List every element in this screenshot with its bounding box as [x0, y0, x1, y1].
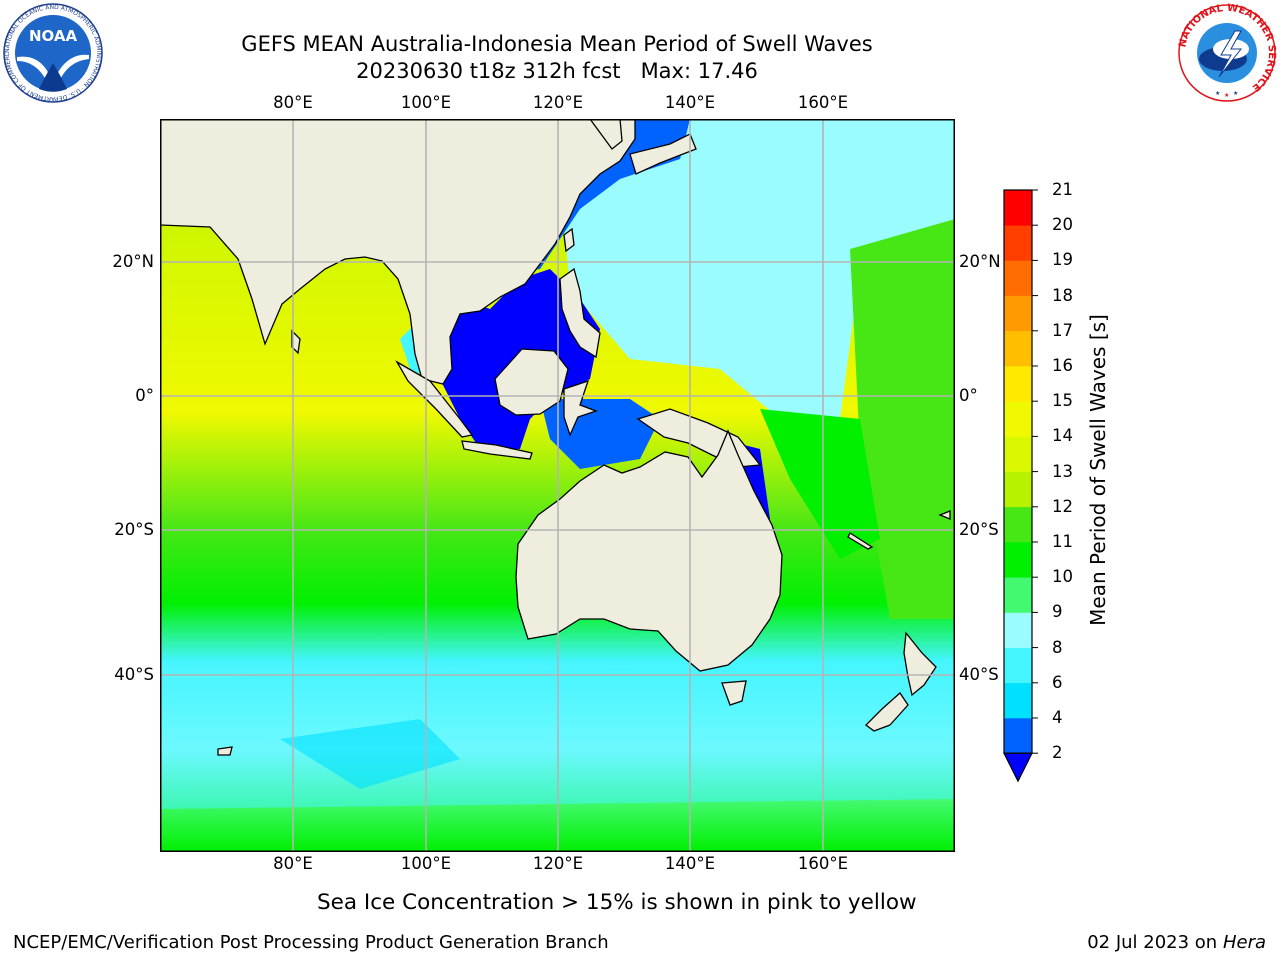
colorbar-segment [1004, 542, 1032, 578]
lat-label-left: 20°S [114, 520, 154, 539]
philippines [559, 267, 601, 359]
lon-label-top: 160°E [797, 93, 849, 112]
map-frame [160, 119, 955, 852]
lat-label-left: 0° [135, 386, 154, 405]
australia [515, 429, 783, 672]
fiji [938, 510, 951, 520]
lat-label-right: 40°S [959, 665, 999, 684]
lon-label-top: 140°E [664, 93, 716, 112]
colorbar-tick-label: 21 [1052, 180, 1073, 199]
colorbar-tick-label: 17 [1052, 320, 1073, 340]
borneo [494, 348, 569, 416]
sumatra [395, 360, 474, 438]
colorbar-tick-label: 13 [1052, 461, 1073, 481]
lon-label-bottom: 140°E [664, 854, 716, 873]
lat-label-right: 20°S [959, 520, 999, 539]
colorbar-tick-label: 16 [1052, 356, 1073, 375]
colorbar-tick-label: 12 [1052, 496, 1073, 516]
colorbar-segment [1004, 366, 1032, 402]
noaa-logo: NATIONAL OCEANIC AND ATMOSPHERIC ADMINIS… [3, 3, 103, 103]
nws-logo: NATIONAL WEATHER SERVICE ★ ★ ★ [1177, 3, 1277, 103]
lon-label-bottom: 160°E [797, 854, 849, 873]
colorbar-segment [1004, 506, 1032, 543]
footer-host: Hera [1222, 932, 1266, 953]
lon-label-top: 80°E [273, 93, 313, 112]
asia-mainland [160, 119, 636, 385]
footer-date-text: 02 Jul 2023 on [1087, 932, 1223, 953]
lon-label-top: 120°E [532, 93, 584, 112]
colorbar-tick-label: 14 [1052, 426, 1073, 446]
colorbar-segment [1004, 225, 1032, 261]
colorbar-tick-label: 8 [1052, 637, 1063, 657]
new-zealand-north [903, 631, 937, 697]
sulawesi [563, 379, 598, 437]
colorbar-tick-label: 4 [1052, 708, 1063, 727]
colorbar-segment [1004, 260, 1032, 296]
java [461, 440, 533, 460]
lat-label-left: 20°N [112, 252, 154, 271]
tasmania [721, 680, 747, 706]
colorbar-segment [1004, 401, 1032, 437]
colorbar-tick-label: 18 [1052, 285, 1073, 305]
colorbar-segment [1004, 612, 1032, 648]
lon-label-bottom: 80°E [273, 854, 313, 873]
new-zealand-south [865, 692, 909, 732]
colorbar [1000, 185, 1040, 785]
colorbar-segment [1004, 471, 1032, 508]
lat-label-left: 40°S [114, 665, 154, 684]
lon-label-bottom: 100°E [400, 854, 452, 873]
colorbar-tick-label: 15 [1052, 391, 1073, 411]
taiwan [563, 227, 575, 253]
footer-date: 02 Jul 2023 on Hera [1087, 932, 1266, 953]
colorbar-segment [1004, 718, 1032, 754]
swell-period-map [160, 119, 955, 852]
colorbar-segment [1004, 330, 1032, 367]
colorbar-tick-label: 2 [1052, 743, 1063, 763]
lon-label-bottom: 120°E [532, 854, 584, 873]
land-masses [160, 119, 951, 756]
lat-label-right: 20°N [959, 252, 1001, 271]
colorbar-tick-label: 11 [1052, 532, 1073, 551]
sea-ice-note: Sea Ice Concentration > 15% is shown in … [317, 890, 917, 915]
colorbar-segment [1004, 647, 1032, 684]
colorbar-segment [1004, 295, 1032, 332]
colorbar-segment [1004, 190, 1032, 226]
svg-text:★: ★ [1233, 90, 1238, 97]
colorbar-tick-label: 19 [1052, 250, 1073, 270]
svg-text:★: ★ [1224, 92, 1229, 99]
lat-label-right: 0° [959, 386, 978, 405]
colorbar-segment [1004, 682, 1032, 719]
graticule [160, 119, 955, 852]
colorbar-tick-label: 6 [1052, 672, 1063, 692]
japan-south [629, 133, 697, 175]
lon-label-top: 100°E [400, 93, 452, 112]
map-title: GEFS MEAN Australia-Indonesia Mean Perio… [241, 32, 873, 56]
colorbar-extend-under [1003, 752, 1033, 783]
footer-branch: NCEP/EMC/Verification Post Processing Pr… [13, 932, 609, 953]
kerguelen [217, 746, 233, 756]
map-subtitle: 20230630 t18z 312h fcst Max: 17.46 [356, 59, 758, 83]
new-caledonia [847, 532, 874, 550]
japan [589, 119, 623, 150]
sri-lanka [291, 329, 301, 355]
colorbar-segment [1004, 436, 1032, 472]
colorbar-tick-label: 20 [1052, 215, 1073, 235]
svg-text:★: ★ [1215, 90, 1220, 97]
colorbar-segment [1004, 577, 1032, 613]
colorbar-tick-label: 9 [1052, 602, 1063, 622]
noaa-logo-text: NOAA [29, 27, 78, 45]
colorbar-tick-label: 10 [1052, 567, 1073, 587]
